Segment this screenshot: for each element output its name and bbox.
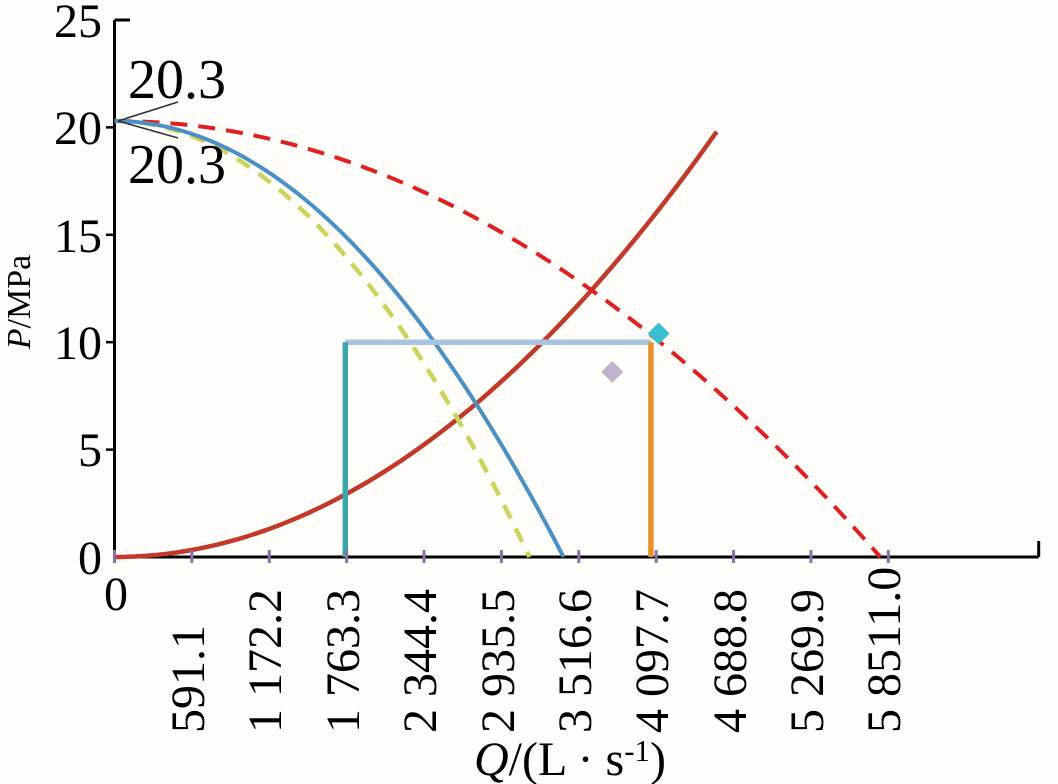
svg-text:591.1: 591.1 bbox=[162, 625, 215, 733]
svg-text:15: 15 bbox=[54, 210, 102, 263]
svg-text:1 172.2: 1 172.2 bbox=[239, 589, 292, 733]
svg-text:10: 10 bbox=[54, 317, 102, 370]
svg-text:0: 0 bbox=[104, 568, 128, 621]
svg-text:3 516.6: 3 516.6 bbox=[549, 589, 602, 733]
svg-text:20: 20 bbox=[54, 102, 102, 155]
svg-text:20.3: 20.3 bbox=[128, 49, 226, 111]
svg-text:Q/(L · s-1): Q/(L · s-1) bbox=[474, 733, 666, 784]
svg-text:5 8511.0: 5 8511.0 bbox=[858, 567, 911, 733]
svg-text:4 688.8: 4 688.8 bbox=[704, 589, 757, 733]
svg-text:5: 5 bbox=[78, 424, 102, 477]
svg-text:4 097.7: 4 097.7 bbox=[626, 589, 679, 733]
svg-text:0: 0 bbox=[78, 532, 102, 585]
svg-text:1 763.3: 1 763.3 bbox=[317, 589, 370, 733]
svg-text:20.3: 20.3 bbox=[128, 134, 226, 196]
svg-text:25: 25 bbox=[54, 0, 102, 48]
svg-text:2 344.4: 2 344.4 bbox=[394, 589, 447, 733]
svg-text:2 935.5: 2 935.5 bbox=[472, 589, 525, 733]
svg-text:P/MPa: P/MPa bbox=[1, 255, 38, 350]
svg-text:5 269.9: 5 269.9 bbox=[781, 589, 834, 733]
